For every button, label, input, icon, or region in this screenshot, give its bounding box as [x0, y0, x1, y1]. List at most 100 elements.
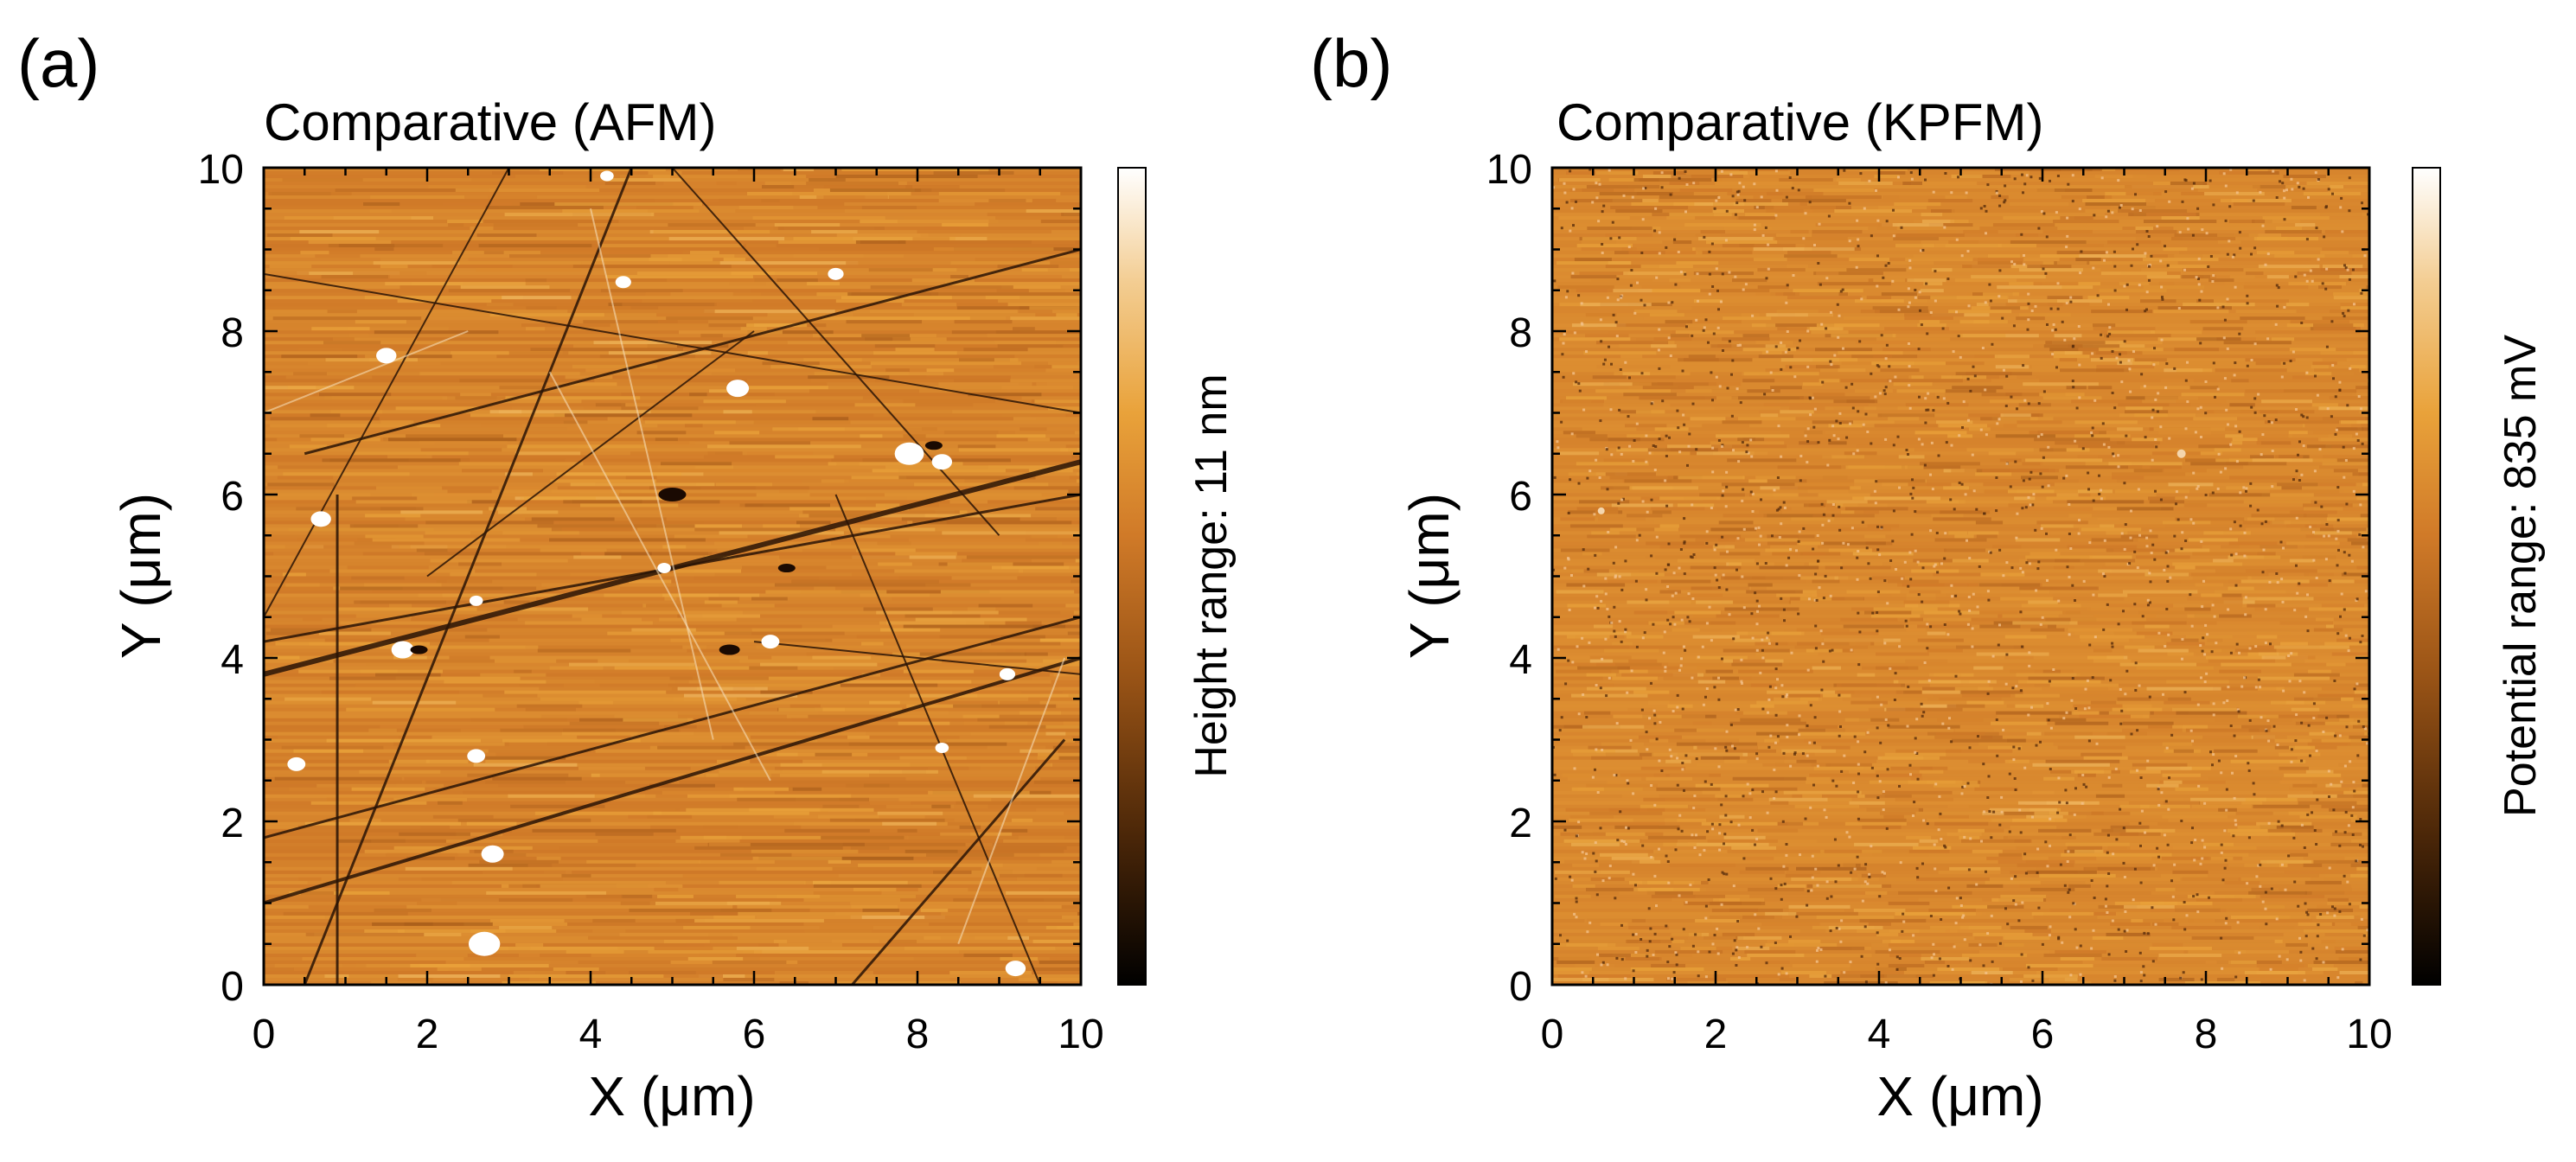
noise-pixel — [1708, 292, 1711, 296]
streak — [1669, 278, 1691, 283]
noise-pixel — [1618, 408, 1621, 412]
streak — [1635, 410, 1665, 414]
streak — [2138, 648, 2189, 653]
panel-a-y-tick-label: 4 — [221, 637, 244, 683]
streak — [1918, 897, 1983, 903]
streak — [1595, 510, 1619, 514]
scan-line — [1552, 662, 2369, 667]
streak — [1669, 213, 1732, 217]
streak — [483, 693, 538, 698]
noise-pixel — [1692, 807, 1696, 809]
streak — [926, 711, 949, 715]
streak — [856, 635, 1001, 639]
streak — [1659, 195, 1719, 200]
streak — [537, 648, 631, 653]
streak — [337, 790, 412, 795]
scan-line — [264, 942, 1081, 948]
streak — [1813, 188, 1875, 193]
streak — [2140, 386, 2217, 390]
streak — [2202, 545, 2221, 549]
streak — [2036, 188, 2093, 193]
streak — [2349, 735, 2369, 739]
streak — [2176, 711, 2247, 715]
noise-pixel — [2098, 493, 2101, 495]
streak — [2067, 500, 2145, 504]
streak — [479, 859, 559, 865]
streak — [2260, 859, 2312, 865]
streak — [1716, 614, 1780, 618]
streak — [2261, 493, 2314, 497]
streak — [1052, 669, 1081, 674]
streak — [1802, 794, 1822, 799]
streak — [1601, 486, 1630, 490]
streak — [625, 476, 657, 480]
streak — [662, 593, 760, 597]
streak — [1694, 202, 1713, 207]
streak — [793, 237, 956, 241]
streak — [2305, 534, 2357, 539]
streak — [463, 922, 567, 927]
noise-pixel — [1594, 841, 1597, 845]
noise-pixel — [1687, 592, 1691, 596]
streak — [836, 462, 860, 466]
streak — [605, 970, 629, 975]
streak — [1614, 372, 1691, 376]
streak — [2048, 856, 2097, 861]
streak — [399, 832, 470, 837]
streak — [2208, 821, 2279, 827]
noise-pixel — [1747, 451, 1750, 455]
scan-line — [264, 769, 1081, 775]
streak — [2167, 254, 2203, 259]
streak — [1979, 610, 2023, 615]
streak — [2279, 780, 2313, 785]
streak — [2333, 469, 2358, 473]
streak — [1683, 929, 1717, 934]
streak — [1978, 949, 2055, 954]
streak — [1028, 289, 1081, 293]
streak — [1803, 552, 1825, 556]
noise-pixel — [2088, 643, 2092, 647]
streak — [1838, 351, 1903, 355]
streak — [1929, 925, 1969, 930]
streak — [489, 410, 522, 414]
noise-pixel — [1673, 622, 1677, 626]
noise-pixel — [2123, 876, 2126, 878]
streak — [395, 676, 521, 680]
streak — [1894, 202, 1941, 207]
streak — [2339, 970, 2369, 975]
streak — [2074, 849, 2104, 854]
noise-pixel — [2119, 722, 2123, 725]
streak — [1732, 946, 1770, 951]
streak — [537, 524, 695, 528]
streak — [2175, 517, 2245, 521]
noise-pixel — [1691, 597, 1695, 600]
noise-pixel — [2362, 934, 2366, 937]
scan-line — [264, 327, 1081, 331]
streak — [1871, 548, 1947, 552]
noise-pixel — [1955, 238, 1959, 241]
streak — [2123, 590, 2198, 594]
noise-pixel — [1949, 498, 1953, 501]
streak — [912, 520, 1072, 525]
noise-pixel — [2027, 713, 2030, 717]
streak — [1810, 206, 1879, 210]
noise-pixel — [1804, 212, 1807, 215]
noise-pixel — [1960, 482, 1964, 486]
noise-pixel — [2190, 841, 2194, 845]
streak — [2146, 686, 2221, 691]
noise-pixel — [1629, 284, 1633, 287]
streak — [1733, 202, 1800, 207]
streak — [1603, 403, 1671, 407]
bright-scratch — [590, 208, 714, 740]
streak — [1812, 358, 1858, 362]
streak — [674, 534, 748, 539]
streak — [1622, 372, 1651, 376]
noise-pixel — [1885, 827, 1889, 830]
streak — [1567, 603, 1607, 608]
streak — [1972, 849, 2003, 854]
streak — [1927, 648, 1963, 653]
streak — [2056, 493, 2079, 497]
streak — [926, 852, 1014, 858]
streak — [2308, 669, 2331, 674]
scan-line — [1552, 289, 2369, 293]
